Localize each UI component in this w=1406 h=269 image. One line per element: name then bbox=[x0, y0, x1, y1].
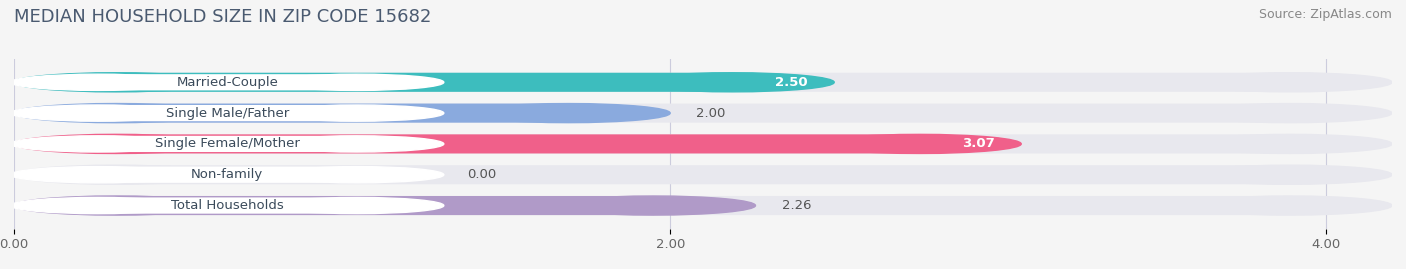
Circle shape bbox=[271, 197, 444, 214]
Text: Total Households: Total Households bbox=[172, 199, 284, 212]
Circle shape bbox=[11, 136, 184, 152]
Circle shape bbox=[11, 105, 184, 121]
Circle shape bbox=[14, 73, 218, 92]
Circle shape bbox=[11, 167, 184, 183]
Circle shape bbox=[11, 74, 184, 90]
Circle shape bbox=[271, 105, 444, 121]
Circle shape bbox=[14, 134, 218, 154]
Text: 2.50: 2.50 bbox=[775, 76, 808, 89]
Circle shape bbox=[14, 73, 218, 92]
Circle shape bbox=[14, 104, 218, 123]
Circle shape bbox=[553, 196, 755, 215]
Text: 2.00: 2.00 bbox=[696, 107, 725, 120]
FancyBboxPatch shape bbox=[115, 104, 1291, 123]
FancyBboxPatch shape bbox=[115, 104, 568, 123]
Text: 0.00: 0.00 bbox=[467, 168, 496, 181]
Circle shape bbox=[14, 196, 218, 215]
Circle shape bbox=[631, 73, 834, 92]
FancyBboxPatch shape bbox=[97, 136, 357, 152]
FancyBboxPatch shape bbox=[97, 167, 357, 183]
Circle shape bbox=[271, 167, 444, 183]
FancyBboxPatch shape bbox=[115, 165, 1291, 184]
Circle shape bbox=[14, 104, 218, 123]
Text: MEDIAN HOUSEHOLD SIZE IN ZIP CODE 15682: MEDIAN HOUSEHOLD SIZE IN ZIP CODE 15682 bbox=[14, 8, 432, 26]
FancyBboxPatch shape bbox=[115, 134, 1291, 154]
FancyBboxPatch shape bbox=[97, 197, 357, 214]
Text: Non-family: Non-family bbox=[191, 168, 263, 181]
Circle shape bbox=[14, 165, 218, 184]
Circle shape bbox=[467, 104, 671, 123]
Text: Married-Couple: Married-Couple bbox=[176, 76, 278, 89]
Text: Source: ZipAtlas.com: Source: ZipAtlas.com bbox=[1258, 8, 1392, 21]
Circle shape bbox=[14, 196, 218, 215]
Circle shape bbox=[818, 134, 1021, 154]
Circle shape bbox=[1188, 134, 1392, 154]
Circle shape bbox=[1188, 104, 1392, 123]
Circle shape bbox=[1188, 73, 1392, 92]
FancyBboxPatch shape bbox=[97, 74, 357, 90]
Circle shape bbox=[271, 136, 444, 152]
FancyBboxPatch shape bbox=[115, 134, 920, 154]
Circle shape bbox=[11, 197, 184, 214]
Circle shape bbox=[14, 134, 218, 154]
Text: Single Male/Father: Single Male/Father bbox=[166, 107, 288, 120]
FancyBboxPatch shape bbox=[115, 196, 654, 215]
FancyBboxPatch shape bbox=[97, 105, 357, 121]
Text: 3.07: 3.07 bbox=[962, 137, 995, 150]
FancyBboxPatch shape bbox=[115, 196, 1291, 215]
Text: Single Female/Mother: Single Female/Mother bbox=[155, 137, 299, 150]
FancyBboxPatch shape bbox=[115, 73, 1291, 92]
Text: 2.26: 2.26 bbox=[782, 199, 811, 212]
FancyBboxPatch shape bbox=[115, 73, 733, 92]
Circle shape bbox=[1188, 165, 1392, 184]
Circle shape bbox=[1188, 196, 1392, 215]
Circle shape bbox=[271, 74, 444, 90]
